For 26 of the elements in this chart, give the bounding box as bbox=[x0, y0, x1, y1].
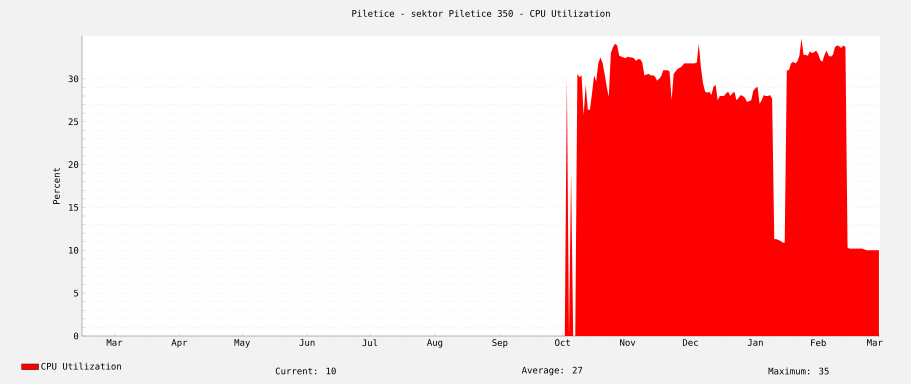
x-tick-label: Apr bbox=[171, 339, 188, 348]
y-tick-label: 0 bbox=[74, 332, 78, 340]
x-tick-label: Mar bbox=[106, 339, 122, 346]
x-tick-label: Oct bbox=[555, 339, 570, 346]
text: Maximum: 35 bbox=[768, 368, 829, 374]
x-tick-label: Jan bbox=[748, 339, 763, 346]
x-tick-label: Jun bbox=[300, 339, 314, 346]
x-tick-label: Jul bbox=[362, 339, 378, 346]
y-tick-label: 20 bbox=[68, 161, 78, 168]
x-tick-label: Dec bbox=[682, 339, 698, 346]
x-tick-label: Mar bbox=[867, 339, 883, 346]
x-tick-label: Aug bbox=[426, 339, 442, 348]
legend-label: CPU Utilization bbox=[41, 362, 121, 370]
text: Current: 10 bbox=[276, 368, 336, 374]
x-tick-label: Feb bbox=[811, 339, 826, 346]
x-tick-label: Sep bbox=[492, 339, 508, 348]
x-tick-label: Nov bbox=[620, 339, 636, 346]
x-tick-label: May bbox=[234, 339, 250, 348]
y-tick-label: 15 bbox=[69, 204, 78, 211]
y-tick-label: 25 bbox=[68, 118, 78, 126]
y-axis-title: Percent bbox=[53, 168, 60, 204]
chart-title: Piletice - sektor Piletice 350 - CPU Utilization bbox=[352, 10, 610, 17]
y-tick-label: 10 bbox=[69, 246, 78, 254]
y-tick-label: 5 bbox=[74, 290, 78, 296]
y-tick-label: 30 bbox=[68, 75, 78, 82]
text: Average: 27 bbox=[522, 366, 582, 376]
